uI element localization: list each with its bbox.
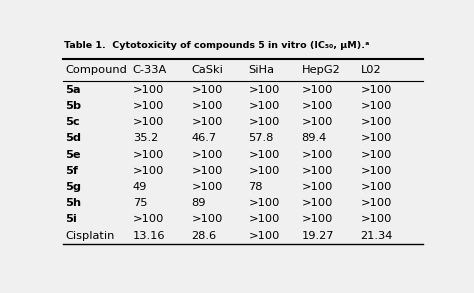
Text: >100: >100	[248, 166, 280, 176]
Text: >100: >100	[301, 101, 333, 111]
Text: >100: >100	[133, 85, 164, 95]
Text: Table 1.  Cytotoxicity of compounds 5 in vitro (IC₅₀, μM).ᵃ: Table 1. Cytotoxicity of compounds 5 in …	[64, 41, 369, 50]
Text: >100: >100	[248, 85, 280, 95]
Text: >100: >100	[191, 166, 223, 176]
Text: >100: >100	[301, 198, 333, 208]
Text: >100: >100	[360, 214, 392, 224]
Text: 28.6: 28.6	[191, 231, 217, 241]
Text: 5f: 5f	[65, 166, 78, 176]
Text: >100: >100	[191, 117, 223, 127]
Text: >100: >100	[301, 182, 333, 192]
Text: >100: >100	[133, 101, 164, 111]
Text: >100: >100	[191, 149, 223, 159]
Text: >100: >100	[301, 85, 333, 95]
Text: 78: 78	[248, 182, 263, 192]
Text: 5c: 5c	[65, 117, 80, 127]
Text: Compound: Compound	[65, 65, 128, 75]
Text: >100: >100	[360, 149, 392, 159]
Text: 46.7: 46.7	[191, 133, 217, 143]
Text: >100: >100	[360, 182, 392, 192]
Text: >100: >100	[133, 166, 164, 176]
Text: >100: >100	[191, 101, 223, 111]
Text: >100: >100	[360, 101, 392, 111]
Text: >100: >100	[248, 231, 280, 241]
Text: >100: >100	[191, 85, 223, 95]
Text: SiHa: SiHa	[248, 65, 274, 75]
Text: >100: >100	[360, 117, 392, 127]
Text: >100: >100	[133, 149, 164, 159]
Text: >100: >100	[248, 117, 280, 127]
Text: 49: 49	[133, 182, 147, 192]
Text: 75: 75	[133, 198, 147, 208]
Text: 89: 89	[191, 198, 206, 208]
Text: >100: >100	[301, 166, 333, 176]
Text: >100: >100	[248, 214, 280, 224]
Text: 5h: 5h	[65, 198, 82, 208]
Text: 13.16: 13.16	[133, 231, 165, 241]
Text: 57.8: 57.8	[248, 133, 274, 143]
Text: HepG2: HepG2	[301, 65, 340, 75]
Text: >100: >100	[301, 214, 333, 224]
Text: 21.34: 21.34	[360, 231, 393, 241]
Text: CaSki: CaSki	[191, 65, 223, 75]
Text: >100: >100	[360, 133, 392, 143]
Text: 5i: 5i	[65, 214, 77, 224]
Text: 89.4: 89.4	[301, 133, 327, 143]
Text: >100: >100	[133, 117, 164, 127]
Text: 5b: 5b	[65, 101, 82, 111]
Text: L02: L02	[360, 65, 381, 75]
Text: 35.2: 35.2	[133, 133, 158, 143]
Text: C-33A: C-33A	[133, 65, 167, 75]
Text: 5a: 5a	[65, 85, 81, 95]
Text: >100: >100	[248, 101, 280, 111]
Text: >100: >100	[301, 149, 333, 159]
Text: >100: >100	[191, 214, 223, 224]
Text: Cisplatin: Cisplatin	[65, 231, 115, 241]
Text: >100: >100	[191, 182, 223, 192]
Text: 5d: 5d	[65, 133, 82, 143]
Text: >100: >100	[360, 166, 392, 176]
Text: 5e: 5e	[65, 149, 81, 159]
Text: >100: >100	[248, 149, 280, 159]
Text: >100: >100	[301, 117, 333, 127]
Text: >100: >100	[360, 198, 392, 208]
Text: >100: >100	[360, 85, 392, 95]
Text: 19.27: 19.27	[301, 231, 334, 241]
Text: 5g: 5g	[65, 182, 82, 192]
Text: >100: >100	[248, 198, 280, 208]
Text: >100: >100	[133, 214, 164, 224]
